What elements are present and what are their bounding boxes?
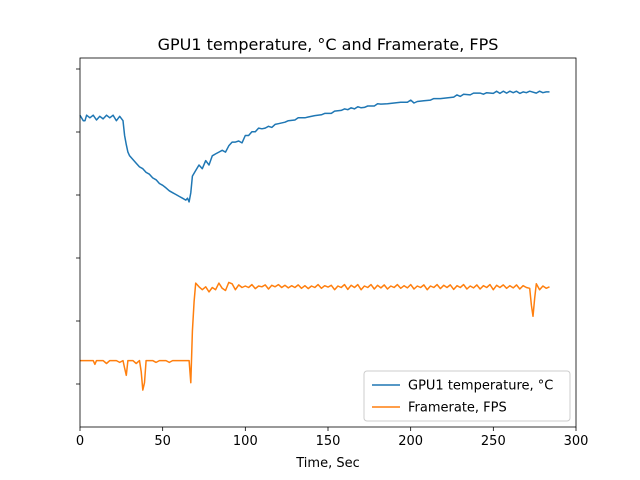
x-tick-label: 0	[76, 434, 84, 449]
x-tick-label: 100	[233, 434, 258, 449]
x-tick-label: 300	[564, 434, 589, 449]
x-tick-label: 250	[481, 434, 506, 449]
chart-title: GPU1 temperature, °C and Framerate, FPS	[158, 35, 499, 54]
axes: 0 50 100 150 200 250 300	[76, 57, 589, 449]
legend-entry-label: Framerate, FPS	[408, 401, 507, 416]
x-axis-label: Time, Sec	[295, 456, 359, 471]
series-line-temperature	[79, 90, 550, 203]
x-tick-label: 150	[316, 434, 341, 449]
legend: GPU1 temperature, °C Framerate, FPS	[363, 370, 571, 422]
legend-entry-label: GPU1 temperature, °C	[408, 379, 553, 394]
x-tick-label: 200	[398, 434, 423, 449]
legend-box	[363, 370, 571, 422]
x-tick-label: 50	[154, 434, 171, 449]
plot-area	[79, 90, 550, 391]
series-line-framerate	[80, 281, 550, 391]
